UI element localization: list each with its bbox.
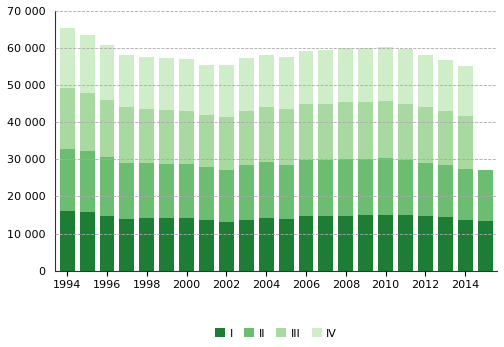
Legend: I, II, III, IV: I, II, III, IV bbox=[211, 324, 341, 343]
Bar bbox=[358, 102, 373, 159]
Bar bbox=[418, 108, 433, 163]
Bar bbox=[199, 115, 214, 167]
Bar bbox=[140, 57, 154, 109]
Bar bbox=[60, 88, 75, 149]
Bar bbox=[319, 160, 333, 217]
Bar bbox=[478, 221, 492, 271]
Bar bbox=[80, 151, 95, 212]
Bar bbox=[298, 51, 313, 104]
Bar bbox=[239, 165, 254, 220]
Bar bbox=[378, 215, 393, 271]
Bar bbox=[100, 157, 114, 216]
Bar bbox=[199, 65, 214, 115]
Bar bbox=[338, 159, 353, 216]
Bar bbox=[418, 217, 433, 271]
Bar bbox=[179, 218, 194, 271]
Bar bbox=[398, 104, 413, 160]
Bar bbox=[378, 158, 393, 215]
Bar bbox=[418, 163, 433, 217]
Bar bbox=[279, 219, 294, 271]
Bar bbox=[239, 220, 254, 271]
Bar bbox=[319, 217, 333, 271]
Bar bbox=[438, 164, 453, 217]
Bar bbox=[179, 111, 194, 164]
Bar bbox=[119, 107, 135, 163]
Bar bbox=[338, 216, 353, 271]
Bar bbox=[358, 215, 373, 271]
Bar bbox=[458, 66, 473, 116]
Bar bbox=[239, 58, 254, 111]
Bar bbox=[80, 212, 95, 271]
Bar bbox=[279, 165, 294, 219]
Bar bbox=[478, 170, 492, 221]
Bar bbox=[298, 160, 313, 216]
Bar bbox=[458, 220, 473, 271]
Bar bbox=[100, 100, 114, 157]
Bar bbox=[398, 215, 413, 271]
Bar bbox=[438, 111, 453, 164]
Bar bbox=[259, 108, 274, 162]
Bar bbox=[219, 170, 234, 222]
Bar bbox=[458, 169, 473, 220]
Bar bbox=[159, 110, 174, 164]
Bar bbox=[438, 60, 453, 111]
Bar bbox=[458, 116, 473, 169]
Bar bbox=[338, 102, 353, 159]
Bar bbox=[100, 45, 114, 100]
Bar bbox=[119, 55, 135, 107]
Bar bbox=[358, 159, 373, 215]
Bar bbox=[338, 48, 353, 102]
Bar bbox=[319, 104, 333, 160]
Bar bbox=[259, 218, 274, 271]
Bar bbox=[100, 216, 114, 271]
Bar bbox=[159, 58, 174, 110]
Bar bbox=[179, 164, 194, 218]
Bar bbox=[80, 35, 95, 93]
Bar bbox=[199, 167, 214, 220]
Bar bbox=[199, 220, 214, 271]
Bar bbox=[179, 59, 194, 111]
Bar bbox=[358, 48, 373, 102]
Bar bbox=[319, 50, 333, 104]
Bar bbox=[259, 162, 274, 218]
Bar bbox=[159, 164, 174, 218]
Bar bbox=[60, 28, 75, 88]
Bar bbox=[398, 160, 413, 215]
Bar bbox=[60, 149, 75, 211]
Bar bbox=[378, 47, 393, 101]
Bar bbox=[279, 109, 294, 165]
Bar bbox=[378, 101, 393, 158]
Bar bbox=[298, 216, 313, 271]
Bar bbox=[159, 218, 174, 271]
Bar bbox=[140, 109, 154, 163]
Bar bbox=[60, 211, 75, 271]
Bar bbox=[259, 55, 274, 108]
Bar bbox=[119, 219, 135, 271]
Bar bbox=[119, 163, 135, 219]
Bar bbox=[279, 57, 294, 109]
Bar bbox=[219, 117, 234, 170]
Bar bbox=[239, 111, 254, 165]
Bar bbox=[140, 218, 154, 271]
Bar bbox=[298, 104, 313, 160]
Bar bbox=[438, 217, 453, 271]
Bar bbox=[398, 49, 413, 104]
Bar bbox=[140, 163, 154, 218]
Bar bbox=[418, 55, 433, 108]
Bar bbox=[80, 93, 95, 151]
Bar bbox=[219, 66, 234, 117]
Bar bbox=[219, 222, 234, 271]
